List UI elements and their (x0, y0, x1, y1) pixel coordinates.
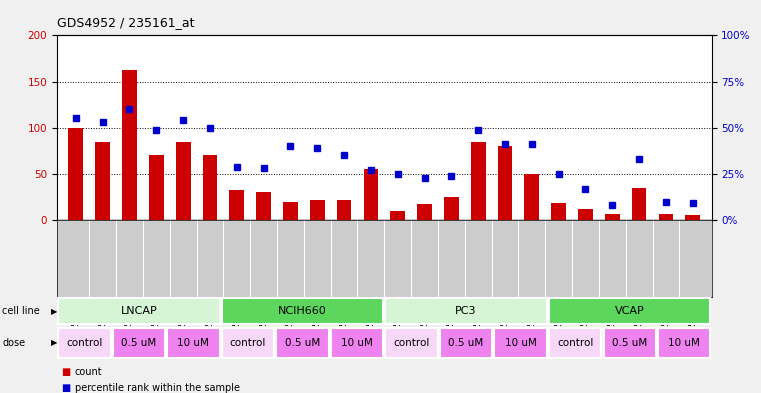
Bar (632, 188, 647, 220)
Text: PC3: PC3 (455, 307, 477, 316)
Bar (440, 328, 492, 358)
Bar (95, 141, 110, 220)
Bar (549, 328, 601, 358)
Bar (385, 328, 438, 358)
Bar (122, 70, 137, 220)
Bar (283, 202, 298, 220)
Text: LNCAP: LNCAP (120, 307, 158, 316)
Text: count: count (75, 367, 102, 377)
Bar (310, 200, 325, 220)
Bar (58, 299, 220, 325)
Bar (364, 169, 378, 220)
Text: 10 uM: 10 uM (505, 338, 537, 348)
Bar (331, 328, 384, 358)
Bar (229, 189, 244, 220)
Bar (444, 197, 459, 220)
Text: cell line: cell line (2, 307, 40, 316)
Text: ▶: ▶ (51, 307, 58, 316)
Text: ■: ■ (61, 367, 70, 377)
Text: GDS4952 / 235161_at: GDS4952 / 235161_at (57, 16, 195, 29)
Text: ■: ■ (61, 383, 70, 393)
Bar (58, 328, 110, 358)
Bar (658, 328, 711, 358)
Text: 10 uM: 10 uM (341, 338, 373, 348)
Bar (578, 209, 593, 220)
Text: NCIH660: NCIH660 (278, 307, 327, 316)
Bar (686, 215, 700, 220)
Text: VCAP: VCAP (615, 307, 645, 316)
Text: 0.5 uM: 0.5 uM (448, 338, 484, 348)
Text: percentile rank within the sample: percentile rank within the sample (75, 383, 240, 393)
Bar (658, 214, 673, 220)
Bar (256, 192, 271, 220)
Bar (221, 328, 274, 358)
Bar (524, 174, 540, 220)
Bar (149, 155, 164, 220)
Bar (385, 299, 547, 325)
Bar (498, 146, 512, 220)
Bar (176, 141, 190, 220)
Bar (202, 155, 218, 220)
Bar (417, 204, 432, 220)
Text: control: control (230, 338, 266, 348)
Bar (336, 200, 352, 220)
Bar (495, 328, 547, 358)
Text: 0.5 uM: 0.5 uM (612, 338, 648, 348)
Bar (276, 328, 329, 358)
Bar (605, 214, 619, 220)
Text: control: control (557, 338, 594, 348)
Text: control: control (393, 338, 430, 348)
Text: control: control (66, 338, 103, 348)
Bar (551, 204, 566, 220)
Text: 0.5 uM: 0.5 uM (285, 338, 320, 348)
Bar (221, 299, 384, 325)
Bar (113, 328, 165, 358)
Bar (68, 128, 83, 220)
Bar (471, 141, 486, 220)
Text: dose: dose (2, 338, 25, 348)
Text: 10 uM: 10 uM (177, 338, 209, 348)
Bar (603, 328, 656, 358)
Text: 10 uM: 10 uM (668, 338, 700, 348)
Bar (390, 211, 405, 220)
Text: ▶: ▶ (51, 338, 58, 347)
Bar (549, 299, 711, 325)
Bar (167, 328, 220, 358)
Text: 0.5 uM: 0.5 uM (121, 338, 157, 348)
